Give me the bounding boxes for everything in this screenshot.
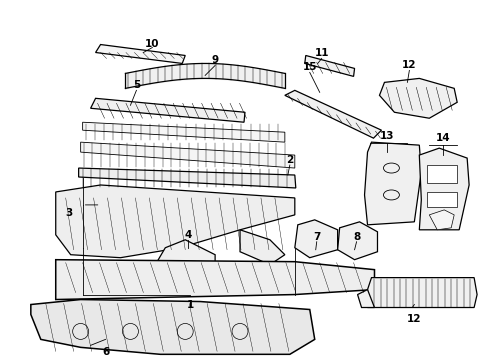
Text: 6: 6 xyxy=(102,347,109,357)
Text: 9: 9 xyxy=(212,55,219,66)
Polygon shape xyxy=(96,45,185,63)
Text: 12: 12 xyxy=(407,314,421,324)
Polygon shape xyxy=(56,185,295,258)
Polygon shape xyxy=(368,278,477,307)
Polygon shape xyxy=(78,168,296,188)
Polygon shape xyxy=(429,210,454,230)
Polygon shape xyxy=(81,142,295,168)
Text: 1: 1 xyxy=(187,300,194,310)
Text: 8: 8 xyxy=(353,232,360,242)
Polygon shape xyxy=(358,289,374,307)
Polygon shape xyxy=(305,55,355,76)
Polygon shape xyxy=(419,148,469,230)
Polygon shape xyxy=(155,240,215,278)
Polygon shape xyxy=(295,220,338,258)
Polygon shape xyxy=(240,230,285,265)
Text: 11: 11 xyxy=(315,49,329,58)
Text: 12: 12 xyxy=(402,60,416,71)
Polygon shape xyxy=(285,90,382,138)
Text: 3: 3 xyxy=(65,208,73,218)
Polygon shape xyxy=(338,222,377,260)
FancyBboxPatch shape xyxy=(427,165,457,183)
Text: 10: 10 xyxy=(145,39,160,49)
Text: 2: 2 xyxy=(286,155,294,165)
Polygon shape xyxy=(31,300,315,354)
Text: 13: 13 xyxy=(380,131,395,141)
FancyBboxPatch shape xyxy=(427,192,457,207)
Text: 5: 5 xyxy=(133,80,140,90)
Text: 14: 14 xyxy=(436,133,450,143)
Text: 4: 4 xyxy=(185,230,192,240)
Text: 15: 15 xyxy=(302,62,317,72)
Polygon shape xyxy=(379,78,457,118)
Polygon shape xyxy=(56,260,374,300)
Text: 7: 7 xyxy=(313,232,320,242)
Polygon shape xyxy=(365,142,421,225)
Polygon shape xyxy=(83,122,285,142)
Polygon shape xyxy=(91,98,245,122)
